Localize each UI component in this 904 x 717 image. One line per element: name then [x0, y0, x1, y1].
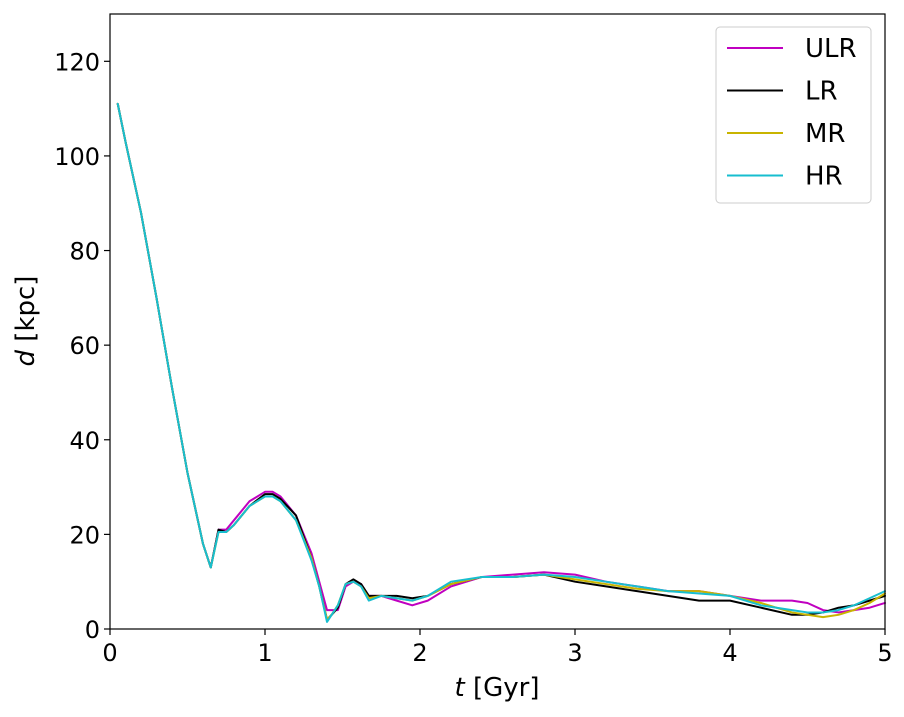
series-line-hr: [116, 102, 886, 623]
y-axis-label-var: d: [11, 349, 41, 366]
y-tick-label: 100: [54, 143, 100, 171]
y-tick-label: 0: [85, 616, 100, 644]
y-axis-label: d [kpc]: [11, 276, 41, 367]
x-axis-label: t [Gyr]: [455, 673, 540, 703]
legend-label-hr: HR: [805, 162, 843, 192]
x-tick-label: 3: [567, 639, 582, 667]
plot-frame: [109, 13, 886, 630]
x-tick-label: 2: [412, 639, 427, 667]
x-tick-label: 5: [877, 639, 892, 667]
series-layer: [116, 102, 886, 623]
x-tick-label: 0: [102, 639, 117, 667]
y-axis-ticks: 0 20 40 60 80 100 120: [54, 48, 110, 644]
x-axis-label-unit: [Gyr]: [465, 673, 540, 703]
y-tick-label: 60: [69, 332, 100, 360]
x-axis-label-var: t: [455, 673, 466, 703]
y-tick-label: 120: [54, 48, 100, 76]
y-tick-label: 20: [69, 521, 100, 549]
legend-label-ulr: ULR: [805, 34, 857, 64]
y-tick-label: 80: [69, 238, 100, 266]
x-tick-label: 4: [722, 639, 737, 667]
legend: ULR LR MR HR: [715, 26, 872, 204]
y-axis-label-unit: [kpc]: [11, 276, 41, 350]
x-tick-label: 1: [257, 639, 272, 667]
legend-label-mr: MR: [805, 119, 846, 149]
legend-label-lr: LR: [805, 77, 838, 107]
y-tick-label: 40: [69, 427, 100, 455]
x-axis-ticks: 0 1 2 3 4 5: [102, 629, 893, 667]
legend-frame: [715, 26, 872, 204]
